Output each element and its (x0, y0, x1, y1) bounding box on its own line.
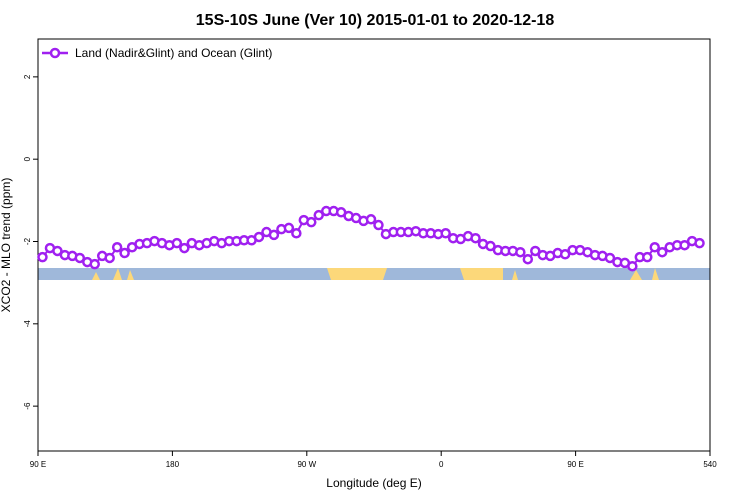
x-tick-label: 540 (703, 460, 717, 469)
data-point (522, 253, 534, 265)
data-point (283, 222, 295, 234)
data-point (627, 260, 638, 272)
data-point (679, 239, 690, 251)
data-point (313, 209, 324, 221)
y-tick-label: -6 (23, 402, 32, 410)
land-patch (652, 268, 659, 280)
land-patch (127, 270, 134, 280)
data-point (104, 252, 115, 264)
y-axis-label: XCO2 - MLO trend (ppm) (0, 178, 13, 313)
data-point (89, 258, 100, 270)
land-patch (92, 272, 100, 280)
land-patch (630, 270, 642, 280)
x-tick-label: 0 (439, 460, 444, 469)
data-point (306, 216, 317, 228)
data-point (253, 231, 265, 243)
data-point (440, 228, 451, 239)
data-point (656, 246, 668, 258)
land-patch (113, 268, 122, 280)
data-point (74, 252, 86, 264)
x-tick-label: 90 E (30, 460, 46, 469)
data-point (604, 252, 616, 264)
legend-label: Land (Nadir&Glint) and Ocean (Glint) (75, 46, 272, 60)
x-axis-label: Longitude (deg E) (326, 476, 421, 490)
data-point (530, 245, 541, 257)
y-tick-label: -2 (23, 237, 32, 245)
data-point (373, 219, 384, 231)
x-tick-label: 180 (166, 460, 180, 469)
data-point (642, 251, 653, 263)
data-point (111, 242, 123, 253)
data-point (52, 245, 63, 257)
data-point (694, 237, 705, 249)
data-point (291, 228, 302, 239)
plot-frame (37, 38, 711, 452)
data-point (179, 242, 190, 254)
data-point (119, 247, 130, 259)
x-tick-label: 90 E (567, 460, 583, 469)
data-point (559, 249, 571, 260)
land-patch (512, 270, 518, 280)
x-tick-label: 90 W (297, 460, 316, 469)
land-patch (327, 268, 387, 280)
y-tick-label: 2 (23, 74, 32, 79)
data-point (515, 246, 526, 258)
legend-marker (49, 47, 61, 59)
y-tick-label: -4 (23, 320, 32, 328)
data-point (365, 214, 377, 225)
data-point (470, 232, 481, 244)
data-point (649, 242, 660, 253)
data-point (171, 237, 183, 249)
data-point (268, 229, 280, 241)
land-ocean-mask (38, 268, 710, 280)
data-point (37, 251, 48, 263)
data-point (485, 240, 496, 252)
land-patch (460, 268, 503, 280)
y-tick-label: 0 (23, 156, 32, 161)
chart-title: 15S-10S June (Ver 10) 2015-01-01 to 2020… (196, 12, 555, 29)
